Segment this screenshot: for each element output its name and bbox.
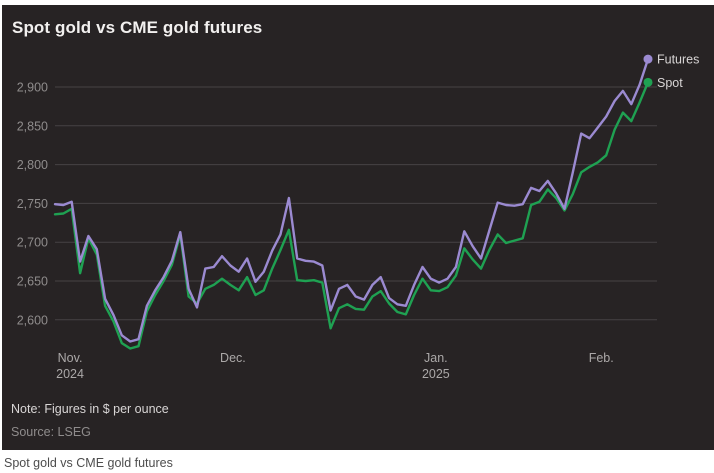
spot-line xyxy=(53,81,650,350)
x-tick-sublabel: 2024 xyxy=(56,367,84,381)
y-tick-label: 2,850 xyxy=(17,119,48,133)
y-tick-label: 2,750 xyxy=(17,197,48,211)
chart-note: Note: Figures in $ per ounce xyxy=(11,402,169,416)
chart-source: Source: LSEG xyxy=(11,425,91,439)
x-tick-label: Feb. xyxy=(589,351,614,365)
x-tick-label: Nov. xyxy=(58,351,83,365)
y-tick-label: 2,700 xyxy=(17,236,48,250)
x-tick-label: Jan. xyxy=(424,351,448,365)
futures-endpoint-dot xyxy=(643,54,653,64)
y-tick-label: 2,900 xyxy=(17,81,48,95)
spot-legend-label: Spot xyxy=(657,76,683,90)
chart-canvas: 2,600 2,650 2,700 2,750 2,800 2,850 2,900 Nov. 2… xyxy=(17,53,700,381)
page-caption: Spot gold vs CME gold futures xyxy=(4,456,173,470)
y-tick-label: 2,650 xyxy=(17,275,48,289)
chart-title: Spot gold vs CME gold futures xyxy=(12,18,263,37)
chart-panel: Spot gold vs CME gold futures 2,600 2,650… xyxy=(2,5,714,450)
x-tick-sublabel: 2025 xyxy=(422,367,450,381)
futures-line xyxy=(53,57,650,343)
x-tick-label: Dec. xyxy=(220,351,246,365)
y-tick-label: 2,800 xyxy=(17,158,48,172)
spot-endpoint-dot xyxy=(643,77,653,87)
futures-legend-label: Futures xyxy=(657,53,699,67)
y-tick-label: 2,600 xyxy=(17,313,48,327)
